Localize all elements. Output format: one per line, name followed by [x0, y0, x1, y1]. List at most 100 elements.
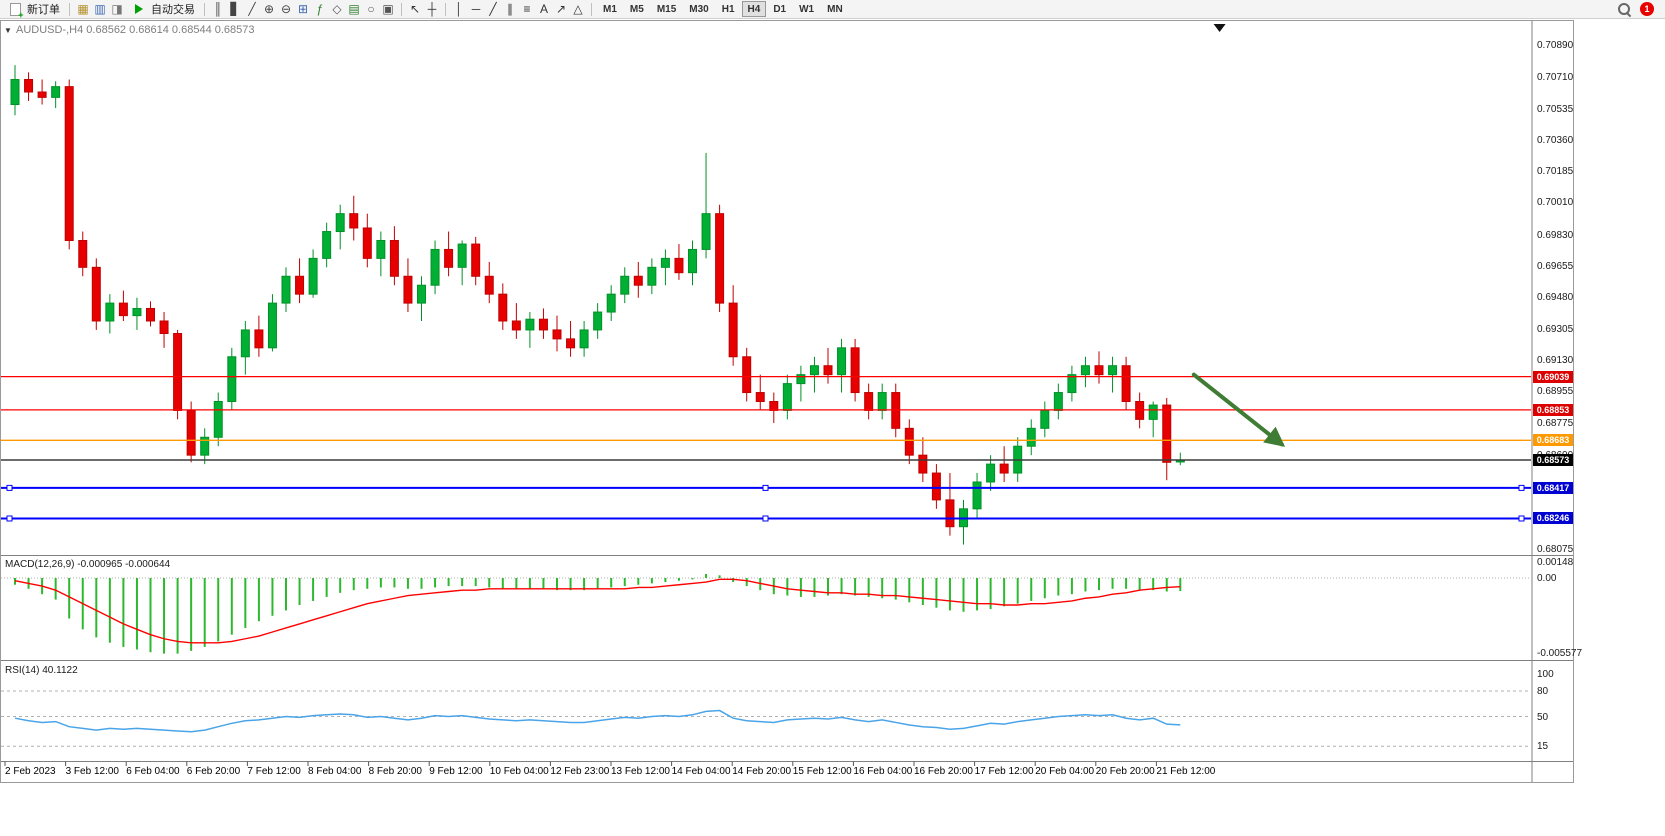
candle-body — [186, 409, 196, 456]
rsi-axis-label: 80 — [1537, 686, 1549, 697]
top-arrow-marker[interactable] — [1213, 24, 1226, 32]
timeframe-m5[interactable]: M5 — [629, 3, 644, 15]
candle-body — [430, 248, 440, 286]
price-badge[interactable]: 0.69039 — [1533, 370, 1573, 383]
line-handle[interactable] — [6, 515, 13, 522]
candle-body — [51, 86, 61, 98]
candle-body — [511, 320, 521, 331]
toolbar-group-drawing: │ ─ ╱ ∥ ≡ A ↗ △ — [451, 1, 586, 17]
new-order-button[interactable]: 新订单 — [3, 1, 64, 20]
candle-body — [417, 284, 426, 304]
zoom-in-icon[interactable]: ⊕ — [263, 2, 275, 16]
timeframe-m15[interactable]: M15 — [656, 3, 677, 15]
new-chart-icon[interactable]: ▤ — [348, 2, 360, 16]
candle-body — [877, 392, 887, 411]
timeframe-m1[interactable]: M1 — [603, 3, 617, 15]
price-tick-label: 0.69480 — [1537, 292, 1574, 304]
tile-windows-icon[interactable]: ⊞ — [297, 2, 309, 16]
chart-canvas[interactable] — [1, 21, 1573, 782]
indicators-icon[interactable]: ƒ — [316, 2, 324, 16]
candle-body — [457, 243, 467, 268]
price-tick-label: 0.68775 — [1537, 418, 1574, 430]
toolbar-separator — [445, 2, 446, 16]
timeframe-h1[interactable]: H1 — [721, 3, 735, 15]
price-badge[interactable]: 0.68683 — [1533, 434, 1573, 447]
line-chart-icon[interactable]: ╱ — [248, 2, 256, 16]
rsi-label: RSI(14) 40.1122 — [5, 665, 78, 676]
rsi-axis-label: 100 — [1537, 669, 1554, 680]
line-handle[interactable] — [762, 484, 769, 491]
sell-arrow-annotation[interactable] — [1191, 372, 1286, 447]
price-tick-label: 0.68075 — [1537, 543, 1574, 555]
price-tick-label: 0.70010 — [1537, 197, 1574, 209]
horizontal-line-icon[interactable]: ─ — [471, 2, 481, 16]
bar-chart-icon[interactable]: ║ — [213, 2, 223, 16]
vertical-line-icon[interactable]: │ — [455, 2, 463, 16]
timeframe-w1[interactable]: W1 — [799, 3, 815, 15]
arrow-objects-icon[interactable]: ↗ — [555, 2, 567, 16]
line-handle[interactable] — [1518, 515, 1525, 522]
candle-body — [525, 318, 535, 331]
timeframe-h4[interactable]: H4 — [741, 1, 767, 17]
market-watch-icon[interactable]: ▥ — [94, 2, 106, 16]
candle-body — [403, 275, 413, 304]
candle-body — [484, 275, 494, 295]
shapes-icon[interactable]: △ — [573, 2, 583, 16]
trendline-icon[interactable]: ╱ — [489, 2, 497, 16]
line-handle[interactable] — [762, 515, 769, 522]
candle-body — [389, 239, 399, 277]
auto-trading-button[interactable]: 自动交易 — [127, 1, 199, 18]
notification-badge[interactable]: 1 — [1640, 2, 1654, 16]
candle-body — [688, 248, 697, 274]
timeframe-m30[interactable]: M30 — [689, 3, 709, 15]
time-label: 2 Feb 2023 — [5, 766, 56, 777]
candle-body — [78, 239, 88, 268]
profiles-icon[interactable]: ▦ — [77, 2, 89, 16]
search-icon[interactable] — [1618, 2, 1631, 16]
chart-window: ▼ AUDUSD-,H4 0.68562 0.68614 0.68544 0.6… — [0, 20, 1582, 783]
candle-body — [10, 78, 20, 106]
candle-body — [1108, 365, 1118, 376]
toolbar-group-windows: ▦ ▥ ◨ — [75, 1, 125, 17]
price-badge[interactable]: 0.68573 — [1533, 453, 1573, 466]
time-label: 6 Feb 04:00 — [126, 766, 180, 777]
line-handle[interactable] — [1518, 484, 1525, 491]
equidistant-channel-icon[interactable]: ∥ — [507, 2, 513, 16]
chart-collapse-icon[interactable]: ▼ — [4, 26, 12, 35]
candle-body — [267, 302, 277, 349]
macd-signal-line — [14, 578, 1181, 644]
price-badge[interactable]: 0.68853 — [1533, 403, 1573, 416]
price-tick-label: 0.70535 — [1537, 103, 1574, 115]
price-badge[interactable]: 0.68417 — [1533, 481, 1573, 494]
new-order-icon — [7, 1, 24, 20]
timeframe-d1[interactable]: D1 — [773, 3, 787, 15]
toolbar-group-timeframes: M1 M5 M15 M30 H1 H4 D1 W1 MN — [597, 1, 849, 17]
candle-body — [1121, 365, 1131, 402]
price-tick-label: 0.70360 — [1537, 134, 1574, 146]
navigator-icon[interactable]: ◨ — [111, 2, 123, 16]
candle-body — [118, 302, 128, 317]
candle-body — [498, 293, 508, 322]
fibonacci-icon[interactable]: ≡ — [523, 2, 531, 16]
price-badge[interactable]: 0.68246 — [1533, 512, 1573, 525]
crosshair-icon[interactable]: ┼ — [427, 2, 437, 16]
price-tick-label: 0.70185 — [1537, 166, 1574, 178]
line-handle[interactable] — [6, 484, 13, 491]
period-clock-icon[interactable]: ○ — [367, 2, 375, 16]
candle-body — [335, 213, 345, 233]
candle-body — [755, 392, 765, 402]
zoom-out-icon[interactable]: ⊖ — [280, 2, 292, 16]
screenshot-icon[interactable]: ▣ — [382, 2, 394, 16]
cursor-icon[interactable]: ↖ — [409, 2, 421, 16]
objects-list-icon[interactable]: ◇ — [332, 2, 342, 16]
candle-body — [213, 400, 223, 438]
text-icon[interactable]: A — [539, 2, 548, 16]
time-label: 14 Feb 04:00 — [671, 766, 731, 777]
toolbar-separator — [401, 2, 402, 16]
candlestick-chart-icon[interactable]: ▋ — [230, 2, 240, 16]
candle-body — [864, 392, 874, 411]
timeframe-mn[interactable]: MN — [827, 3, 843, 15]
candle-body — [132, 307, 142, 317]
candle-body — [552, 329, 562, 340]
time-label: 21 Feb 12:00 — [1156, 766, 1216, 777]
